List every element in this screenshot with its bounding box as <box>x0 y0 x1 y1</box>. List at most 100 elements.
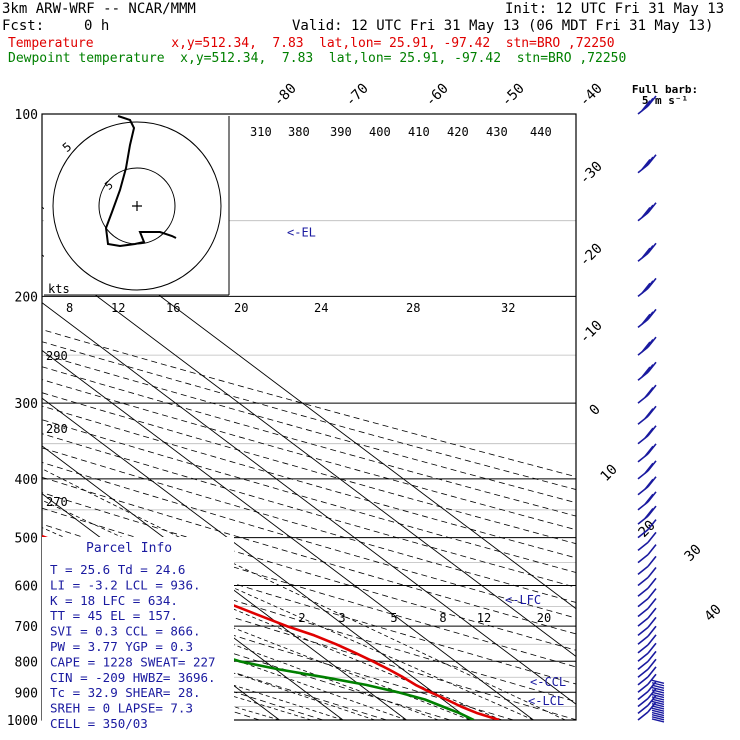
isotherm-label: -80 <box>271 81 300 110</box>
wind-barb <box>637 336 657 356</box>
parcel-info-row: T = 25.6 Td = 24.6 <box>50 562 185 577</box>
init-time: Init: 12 UTC Fri 31 May 13 <box>505 1 725 17</box>
theta-side-label: 280 <box>46 422 68 436</box>
wind-barb <box>637 491 657 511</box>
wind-barb <box>651 679 665 684</box>
wind-barb <box>637 673 657 693</box>
wind-barb <box>637 384 657 404</box>
wind-barb <box>651 718 665 723</box>
theta-side-label: 290 <box>46 349 68 363</box>
moist-adiabat <box>42 591 407 720</box>
theta-side-label: 270 <box>46 495 68 509</box>
level-annotation: <-LCL <box>528 694 564 708</box>
wind-barb <box>651 714 665 719</box>
wind-barb <box>651 698 665 703</box>
isotherm-label: -60 <box>423 81 452 110</box>
parcel-info-row: SVI = 0.3 CCL = 866. <box>50 624 201 639</box>
hodograph-trace <box>104 115 177 248</box>
wind-barb <box>637 598 657 618</box>
temperature-legend: Temperature x,y=512.34, 7.83 lat,lon= 25… <box>8 36 615 51</box>
parcel-info-title: Parcel Info <box>86 541 172 556</box>
wind-barb <box>637 242 657 262</box>
wind-barb <box>637 650 657 670</box>
wind-barb <box>651 707 665 712</box>
parcel-info-row: TT = 45 EL = 157. <box>50 608 178 623</box>
parcel-info-row: Tc = 32.9 SHEAR= 28. <box>50 685 201 700</box>
pressure-tick-label: 300 <box>15 397 38 412</box>
mixing-ratio-label: 12 <box>477 611 491 625</box>
plot-frame <box>41 113 577 721</box>
mixing-axis-label: 12 <box>111 301 125 315</box>
wind-barb <box>637 505 657 525</box>
wind-barb <box>637 555 657 575</box>
wind-barb <box>637 425 657 445</box>
mixing-ratio-label: 5 <box>390 611 397 625</box>
pressure-tick-label: 900 <box>15 686 38 701</box>
pressure-tick-label: 400 <box>15 473 38 488</box>
theta-label: 310 <box>250 125 272 139</box>
wind-barb <box>651 716 665 721</box>
wind-barb <box>651 691 665 696</box>
parcel-info-row: PW = 3.77 YGP = 0.3 <box>50 639 193 654</box>
isotherm-label: 40 <box>702 602 725 625</box>
wind-barb <box>637 308 657 329</box>
moist-adiabat <box>42 608 375 720</box>
theta-label: 410 <box>408 125 430 139</box>
isotherm-label: -70 <box>343 81 372 110</box>
level-annotation: <-EL <box>287 226 316 240</box>
mixing-axis-label: 24 <box>314 301 328 315</box>
parcel-info-row: CIN = -209 HWBZ= 3696. <box>50 670 216 685</box>
wind-barb <box>651 705 665 710</box>
isotherm-line <box>42 254 576 658</box>
wind-barb <box>637 476 657 496</box>
hodograph-ring-outer <box>52 121 222 291</box>
wind-barb <box>637 666 657 686</box>
barb-scale-label: Full barb: <box>632 83 698 96</box>
isotherm-label: -40 <box>577 81 606 110</box>
theta-label: 420 <box>447 125 469 139</box>
parcel-info-row: CELL = 350/03 <box>50 716 148 731</box>
wind-barb <box>637 634 657 654</box>
pressure-tick-label: 100 <box>15 108 38 123</box>
parcel-info-row: LI = -3.2 LCL = 936. <box>50 577 201 592</box>
parcel-info-row: CAPE = 1228 SWEAT= 227 <box>50 654 216 669</box>
wind-barb <box>637 154 657 174</box>
theta-label: 380 <box>288 125 310 139</box>
valid-time: Valid: 12 UTC Fri 31 May 13 (06 MDT Fri … <box>292 18 714 34</box>
pressure-tick-label: 1000 <box>7 714 38 729</box>
wind-barb <box>637 588 657 608</box>
wind-barb <box>637 405 657 425</box>
isotherm-label: -20 <box>577 241 606 270</box>
wind-barb <box>637 202 657 222</box>
wind-barb <box>637 95 657 115</box>
isotherm-label: -30 <box>577 159 606 188</box>
isotherm-line <box>42 397 471 720</box>
isotherm-line <box>42 302 576 705</box>
mixing-axis-label: 32 <box>501 301 515 315</box>
theta-label: 400 <box>369 125 391 139</box>
mixing-ratio-label: 8 <box>439 611 446 625</box>
theta-label: 430 <box>486 125 508 139</box>
wind-barb <box>651 703 665 708</box>
pressure-tick-label: 600 <box>15 580 38 595</box>
wind-barb <box>651 711 665 717</box>
level-annotation: <-CCL <box>530 675 566 689</box>
dry-adiabat <box>42 610 387 720</box>
theta-label: 440 <box>530 125 552 139</box>
wind-barb <box>637 443 657 463</box>
isotherm-label: 0 <box>587 402 604 419</box>
pressure-tick-label: 700 <box>15 620 38 635</box>
isotherm-label: 10 <box>598 462 621 485</box>
wind-barb <box>637 567 657 587</box>
kts-label: kts <box>48 282 70 296</box>
mixing-ratio-label: 3 <box>338 611 345 625</box>
wind-barb <box>637 577 657 597</box>
wind-barb <box>651 686 665 692</box>
mixing-axis-label: 20 <box>234 301 248 315</box>
wind-barb <box>637 460 657 480</box>
isotherm-label: -50 <box>499 81 528 110</box>
level-annotation: <-LFC <box>505 593 541 607</box>
wind-barb <box>637 277 657 298</box>
pressure-tick-label: 800 <box>15 655 38 670</box>
mixing-ratio-label: 2 <box>298 611 305 625</box>
